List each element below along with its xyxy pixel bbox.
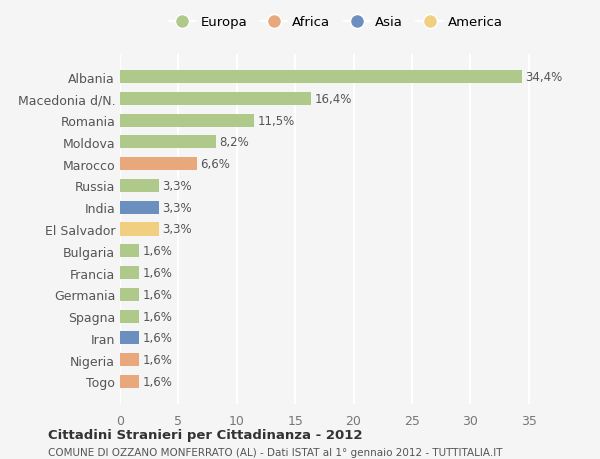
Bar [120,375,139,388]
Text: 1,6%: 1,6% [142,375,172,388]
Text: 3,3%: 3,3% [162,179,191,192]
Text: 1,6%: 1,6% [142,331,172,345]
Text: 11,5%: 11,5% [258,114,295,128]
Text: 3,3%: 3,3% [162,223,191,236]
Bar [120,179,158,193]
Bar [120,245,139,258]
Text: 1,6%: 1,6% [142,267,172,280]
Legend: Europa, Africa, Asia, America: Europa, Africa, Asia, America [169,17,503,29]
Bar [120,310,139,323]
Bar [120,266,139,280]
Text: 16,4%: 16,4% [315,93,352,106]
Bar [120,353,139,366]
Text: 1,6%: 1,6% [142,353,172,366]
Bar [120,223,158,236]
Text: 8,2%: 8,2% [219,136,249,149]
Bar [120,158,197,171]
Text: 6,6%: 6,6% [200,158,230,171]
Bar [120,201,158,214]
Text: COMUNE DI OZZANO MONFERRATO (AL) - Dati ISTAT al 1° gennaio 2012 - TUTTITALIA.IT: COMUNE DI OZZANO MONFERRATO (AL) - Dati … [48,447,503,457]
Text: 1,6%: 1,6% [142,288,172,301]
Bar [120,93,311,106]
Text: Cittadini Stranieri per Cittadinanza - 2012: Cittadini Stranieri per Cittadinanza - 2… [48,428,362,441]
Text: 3,3%: 3,3% [162,202,191,214]
Bar [120,114,254,128]
Bar [120,136,216,149]
Bar [120,71,521,84]
Bar [120,331,139,345]
Bar [120,288,139,301]
Text: 1,6%: 1,6% [142,310,172,323]
Text: 1,6%: 1,6% [142,245,172,257]
Text: 34,4%: 34,4% [525,71,562,84]
